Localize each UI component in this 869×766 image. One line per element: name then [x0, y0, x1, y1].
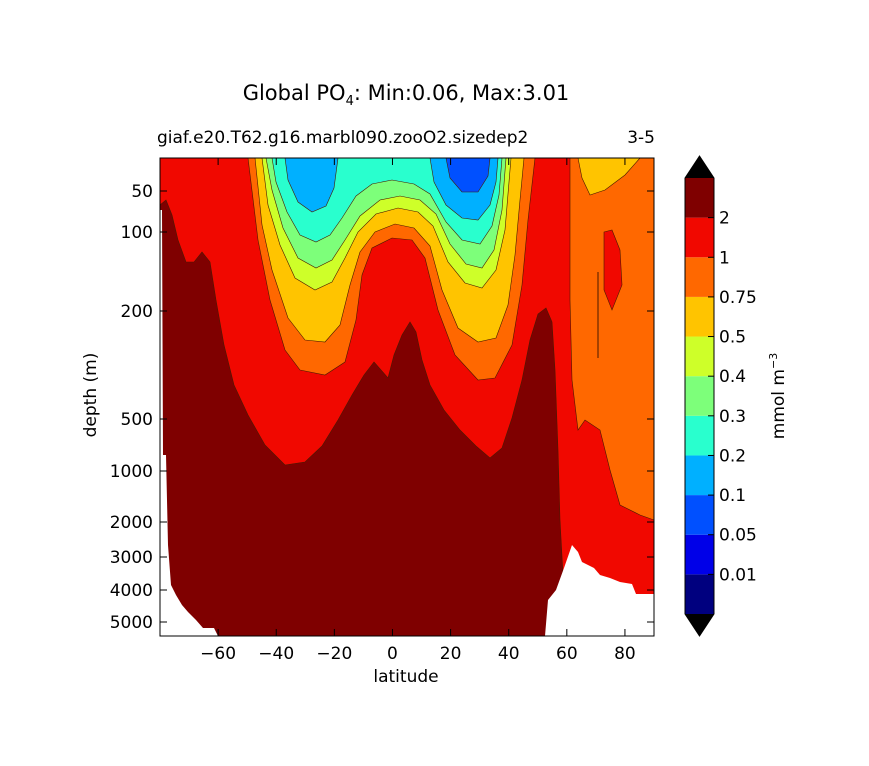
contour-field-0.1-0.2-south [284, 157, 339, 213]
x-tick-label: 0 [387, 644, 398, 664]
colorbar-label-superscript: −3 [767, 353, 780, 369]
x-tick-label: −40 [258, 644, 294, 664]
colorbar-label: mmol m−3 [767, 353, 789, 439]
colorbar-tick-label: 1 [719, 248, 730, 268]
plot-area: −60 −40 −20 0 20 40 60 80 50 100 200 500 1000 2000 30… [110, 157, 655, 664]
colorbar-swatch [685, 534, 714, 575]
colorbar-tick-label: 0.1 [719, 486, 746, 506]
y-tick-label: 100 [121, 223, 153, 243]
chart-subtitle-left: giaf.e20.T62.g16.marbl090.zooO2.sizedep2 [157, 128, 528, 148]
title-subscript: 4 [346, 94, 354, 109]
contour-field-arctic-lens [603, 229, 623, 311]
y-tick-label: 2000 [110, 513, 153, 533]
colorbar-tick-label: 0.75 [719, 288, 757, 308]
y-tick-label: 3000 [110, 548, 153, 568]
colorbar-swatch [685, 455, 714, 496]
x-tick-label: 80 [614, 644, 636, 664]
y-tick-label: 1000 [110, 462, 153, 482]
x-axis-label: latitude [373, 667, 438, 687]
colorbar-swatch [685, 574, 714, 614]
plot-frame [159, 157, 655, 637]
y-tick-label: 5000 [110, 613, 153, 633]
colorbar-tick-label: 0.05 [719, 526, 757, 546]
chart-title: Global PO4: Min:0.06, Max:3.01 [243, 81, 570, 109]
x-tick-label: −20 [316, 644, 352, 664]
chart-subtitle-right: 3-5 [627, 128, 655, 148]
colorbar-tick-label: 0.3 [719, 407, 746, 427]
y-tick-label: 200 [121, 302, 153, 322]
y-axis-label: depth (m) [81, 353, 101, 438]
colorbar-swatch [685, 257, 714, 297]
y-axis-ticks: 50 100 200 500 1000 2000 3000 4000 5000 [110, 182, 654, 633]
x-tick-label: 60 [556, 644, 578, 664]
colorbar-swatch [685, 336, 714, 377]
title-prefix: Global PO [243, 81, 346, 105]
colorbar-tick-label: 0.5 [719, 328, 746, 348]
x-axis-ticks: −60 −40 −20 0 20 40 60 80 [200, 158, 636, 664]
colorbar-swatch [685, 217, 714, 258]
colorbar-label-unit: mmol m [769, 369, 789, 439]
colorbar-swatch [685, 178, 714, 218]
colorbar-tick-label: 2 [719, 209, 730, 229]
x-tick-label: 20 [440, 644, 462, 664]
y-tick-label: 4000 [110, 581, 153, 601]
x-tick-label: −60 [200, 644, 236, 664]
y-tick-label: 50 [131, 182, 153, 202]
contour-fields [159, 157, 655, 637]
colorbar: 0.01 0.05 0.1 0.2 0.3 0.4 0.5 0.75 1 2 [684, 155, 757, 637]
title-suffix: : Min:0.06, Max:3.01 [354, 81, 569, 105]
colorbar-swatch [685, 376, 714, 416]
x-tick-label: 40 [498, 644, 520, 664]
land-mask-north [545, 545, 654, 636]
land-mask-south [160, 210, 218, 636]
colorbar-tick-label: 0.4 [719, 367, 746, 387]
colorbar-swatch [685, 495, 714, 535]
colorbar-tick-label: 0.01 [719, 565, 757, 585]
colorbar-outline [684, 155, 715, 637]
colorbar-extend-max [685, 156, 714, 178]
contour-field-deep-gt2 [159, 199, 564, 637]
colorbar-swatch [685, 415, 714, 456]
y-tick-label: 500 [121, 410, 153, 430]
colorbar-tick-label: 0.2 [719, 446, 746, 466]
colorbar-swatch [685, 296, 714, 337]
colorbar-extend-min [685, 614, 714, 636]
